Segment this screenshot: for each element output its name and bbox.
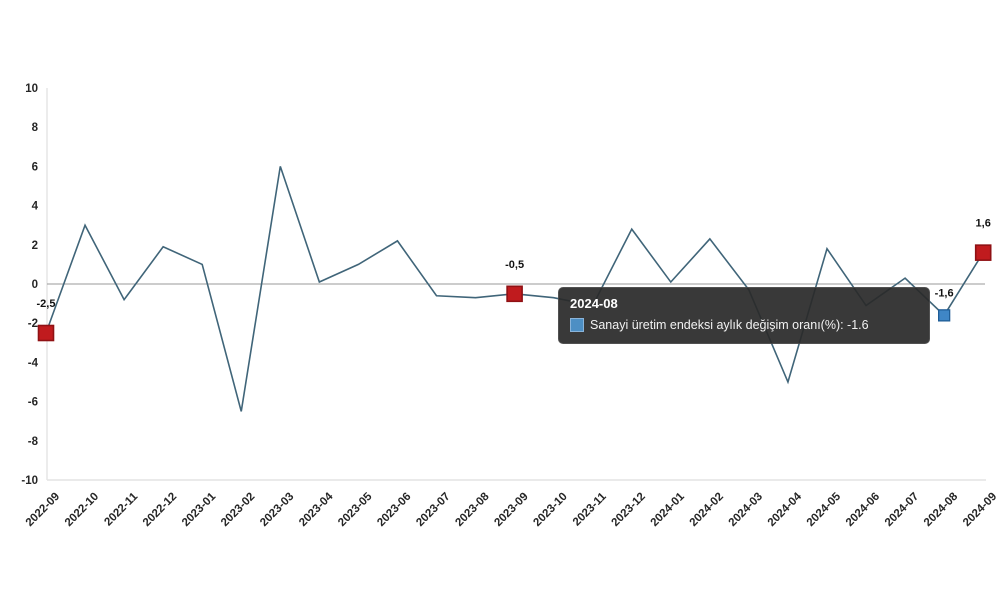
x-tick-label: 2024-09 bbox=[961, 491, 999, 529]
data-marker-2022-09[interactable] bbox=[37, 324, 55, 342]
x-tick-label: 2023-01 bbox=[180, 490, 219, 529]
x-tick-label: 2022-11 bbox=[102, 490, 140, 528]
x-tick-label: 2023-07 bbox=[414, 491, 452, 529]
x-tick-label: 2024-04 bbox=[766, 490, 805, 529]
x-tick-label: 2023-12 bbox=[610, 491, 648, 529]
tooltip-row: Sanayi üretim endeksi aylık değişim oran… bbox=[570, 317, 918, 333]
point-label-2024-08: -1,6 bbox=[935, 287, 954, 299]
y-tick-label: 6 bbox=[32, 161, 38, 173]
x-tick-label: 2023-10 bbox=[531, 491, 569, 529]
x-tick-label: 2023-03 bbox=[258, 491, 296, 529]
data-marker-2024-09[interactable] bbox=[974, 244, 992, 261]
point-label-2024-09: 1,6 bbox=[976, 218, 991, 230]
tooltip-series-value: Sanayi üretim endeksi aylık değişim oran… bbox=[590, 318, 869, 332]
y-tick-label: 8 bbox=[32, 122, 39, 134]
y-tick-label: -8 bbox=[28, 436, 39, 448]
tooltip-title: 2024-08 bbox=[570, 296, 618, 311]
x-tick-label: 2024-01 bbox=[649, 490, 688, 529]
point-label-2022-09: -2,5 bbox=[37, 298, 56, 310]
y-tick-label: 4 bbox=[32, 201, 39, 213]
data-marker-2023-09[interactable] bbox=[506, 285, 523, 303]
x-tick-label: 2024-02 bbox=[688, 491, 726, 529]
x-tick-label: 2023-04 bbox=[297, 490, 336, 529]
x-tick-label: 2022-10 bbox=[63, 491, 101, 529]
y-tick-label: 10 bbox=[25, 83, 38, 95]
series-swatch-icon bbox=[570, 318, 584, 332]
x-tick-label: 2023-02 bbox=[219, 491, 257, 529]
x-tick-label: 2024-06 bbox=[844, 491, 882, 529]
data-marker-2024-08[interactable] bbox=[938, 309, 951, 322]
x-tick-label: 2023-09 bbox=[492, 491, 530, 529]
x-tick-label: 2024-05 bbox=[805, 490, 844, 529]
y-tick-label: -6 bbox=[28, 397, 38, 409]
x-tick-label: 2024-03 bbox=[727, 491, 765, 529]
x-tick-label: 2023-05 bbox=[336, 490, 375, 529]
y-tick-label: -4 bbox=[28, 357, 39, 369]
y-tick-label: 2 bbox=[32, 240, 38, 252]
x-tick-label: 2023-08 bbox=[453, 490, 492, 529]
y-tick-label: -2 bbox=[28, 318, 38, 330]
y-tick-label: 0 bbox=[32, 279, 38, 291]
point-label-2023-09: -0,5 bbox=[505, 259, 524, 271]
tooltip: 2024-08 Sanayi üretim endeksi aylık deği… bbox=[558, 287, 930, 344]
y-tick-label: -10 bbox=[21, 475, 38, 487]
x-tick-label: 2024-08 bbox=[922, 490, 961, 529]
x-tick-label: 2022-12 bbox=[141, 491, 179, 529]
x-tick-label: 2023-06 bbox=[375, 491, 413, 529]
x-tick-label: 2024-07 bbox=[883, 491, 921, 529]
x-tick-label: 2023-11 bbox=[571, 490, 609, 528]
x-tick-label: 2022-09 bbox=[24, 491, 62, 529]
